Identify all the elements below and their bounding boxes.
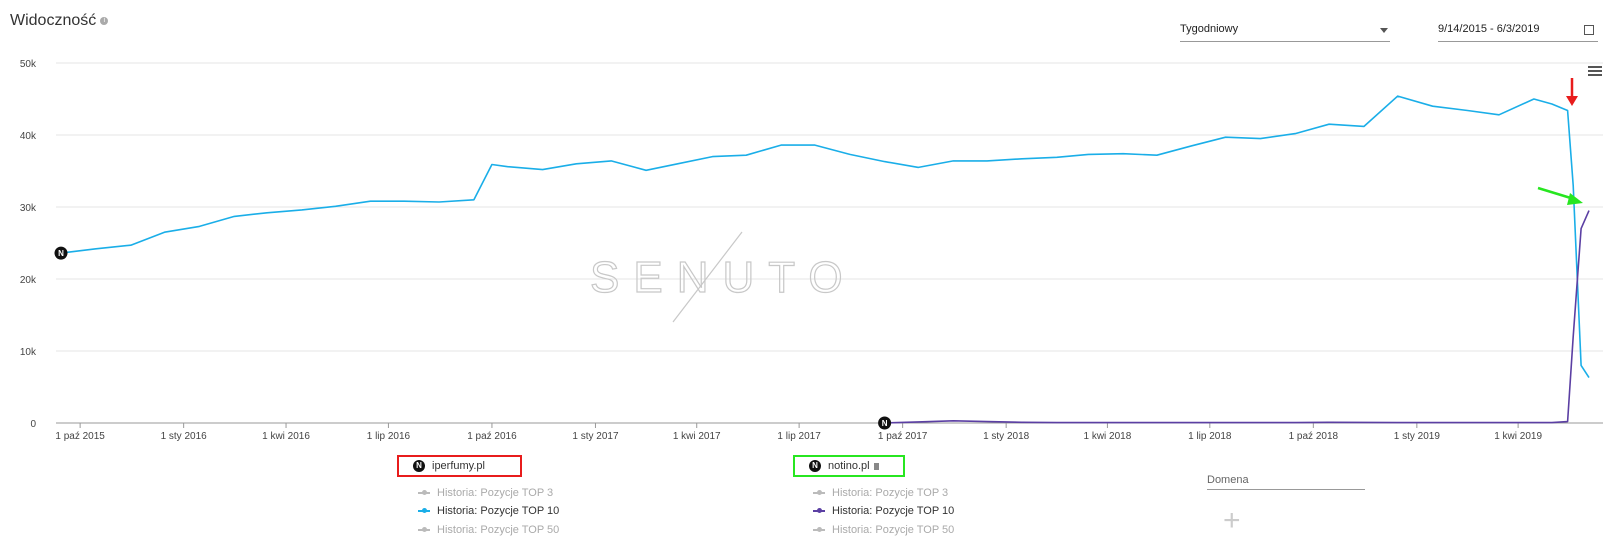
legend-item-label: Historia: Pozycje TOP 10 xyxy=(437,505,560,517)
green-arrow-head-icon xyxy=(1567,193,1583,205)
x-tick-label: 1 paź 2016 xyxy=(467,431,517,442)
title-text: Widoczność xyxy=(10,12,97,29)
calendar-icon xyxy=(1584,25,1594,35)
legend-domain-iperfumy[interactable]: N iperfumy.pl xyxy=(397,455,522,477)
series-line-notino.pl xyxy=(884,210,1590,424)
legend-item-notino-top10[interactable]: Historia: Pozycje TOP 10 xyxy=(813,505,954,517)
series-marker-icon xyxy=(418,508,430,513)
legend-item-label: Historia: Pozycje TOP 3 xyxy=(437,487,554,499)
badge-letter: N xyxy=(58,249,64,258)
senuto-watermark: SENUTO xyxy=(589,231,857,323)
x-tick-label: 1 kwi 2018 xyxy=(1084,431,1132,442)
series-line-iperfumy.pl xyxy=(60,95,1590,379)
y-tick-label: 30k xyxy=(20,203,37,214)
y-axis: 50k 40k 30k 20k 10k 0 xyxy=(20,59,37,430)
y-tick-label: 50k xyxy=(20,59,37,70)
x-tick-label: 1 sty 2016 xyxy=(161,431,208,442)
x-tick-label: 1 paź 2018 xyxy=(1289,431,1339,442)
x-tick-label: 1 lip 2017 xyxy=(777,431,821,442)
badge-letter: N xyxy=(882,419,888,428)
chart-grid xyxy=(56,62,1603,424)
y-tick-label: 20k xyxy=(20,275,37,286)
legend-item-label: Historia: Pozycje TOP 50 xyxy=(437,524,560,536)
series-marker-icon xyxy=(418,490,430,495)
legend-item-label: Historia: Pozycje TOP 10 xyxy=(832,505,955,517)
legend-item-iperfumy-top10[interactable]: Historia: Pozycje TOP 10 xyxy=(418,505,559,517)
x-tick-label: 1 kwi 2017 xyxy=(673,431,721,442)
chart-annotations xyxy=(1537,78,1583,205)
x-axis: 1 paź 2015 1 sty 2016 1 kwi 2016 1 lip 2016… xyxy=(55,423,1542,442)
legend-item-iperfumy-top50[interactable]: Historia: Pozycje TOP 50 xyxy=(418,524,559,536)
domain-input-label: Domena xyxy=(1207,474,1249,486)
chart-series: NN xyxy=(54,95,1590,430)
x-tick-label: 1 sty 2019 xyxy=(1394,431,1441,442)
x-tick-label: 1 paź 2015 xyxy=(55,431,105,442)
green-arrow-icon xyxy=(1537,186,1575,201)
legend-domain-label: iperfumy.pl xyxy=(432,460,485,472)
chevron-down-icon xyxy=(1380,28,1388,33)
legend-item-label: Historia: Pozycje TOP 50 xyxy=(832,524,955,536)
plus-icon[interactable]: + xyxy=(1223,504,1241,537)
x-tick-label: 1 paź 2017 xyxy=(878,431,928,442)
x-tick-label: 1 kwi 2019 xyxy=(1494,431,1542,442)
interval-select[interactable]: Tygodniowy xyxy=(1180,23,1390,42)
series-marker-icon xyxy=(813,490,825,495)
legend-domain-notino[interactable]: N notino.pl xyxy=(793,455,905,477)
legend-item-notino-top3[interactable]: Historia: Pozycje TOP 3 xyxy=(813,487,948,499)
series-marker-icon xyxy=(418,527,430,532)
series-start-badge-icon: N xyxy=(54,246,68,260)
legend-item-iperfumy-top3[interactable]: Historia: Pozycje TOP 3 xyxy=(418,487,553,499)
trash-icon[interactable] xyxy=(873,462,879,470)
legend-item-label: Historia: Pozycje TOP 3 xyxy=(832,487,949,499)
date-range-picker[interactable]: 9/14/2015 - 6/3/2019 xyxy=(1438,23,1598,42)
y-tick-label: 0 xyxy=(30,419,36,430)
series-marker-icon xyxy=(813,508,825,513)
y-tick-label: 40k xyxy=(20,131,37,142)
interval-select-value: Tygodniowy xyxy=(1180,23,1239,35)
y-tick-label: 10k xyxy=(20,347,37,358)
domain-badge-icon: N xyxy=(413,460,425,472)
legend-item-notino-top50[interactable]: Historia: Pozycje TOP 50 xyxy=(813,524,954,536)
x-tick-label: 1 lip 2016 xyxy=(367,431,411,442)
x-tick-label: 1 sty 2017 xyxy=(572,431,619,442)
legend-domain-label: notino.pl xyxy=(828,460,870,472)
series-start-badge-icon: N xyxy=(878,416,892,430)
series-marker-icon xyxy=(813,527,825,532)
date-range-value: 9/14/2015 - 6/3/2019 xyxy=(1438,23,1540,35)
chart-menu-icon[interactable] xyxy=(1588,66,1602,78)
domain-badge-icon: N xyxy=(809,460,821,472)
page-title: Widoczność i xyxy=(10,12,109,30)
visibility-chart: 50k 40k 30k 20k 10k 0 1 paź 2015 1 sty 2016 1 k… xyxy=(20,59,1603,442)
badge-circle xyxy=(54,246,68,260)
x-tick-label: 1 sty 2018 xyxy=(983,431,1030,442)
red-arrow-head-icon xyxy=(1566,96,1578,106)
x-tick-label: 1 kwi 2016 xyxy=(262,431,310,442)
x-tick-label: 1 lip 2018 xyxy=(1188,431,1232,442)
info-icon[interactable]: i xyxy=(100,16,109,25)
watermark-text: SENUTO xyxy=(590,253,857,302)
domain-input[interactable] xyxy=(1207,489,1365,490)
badge-circle xyxy=(878,416,892,430)
